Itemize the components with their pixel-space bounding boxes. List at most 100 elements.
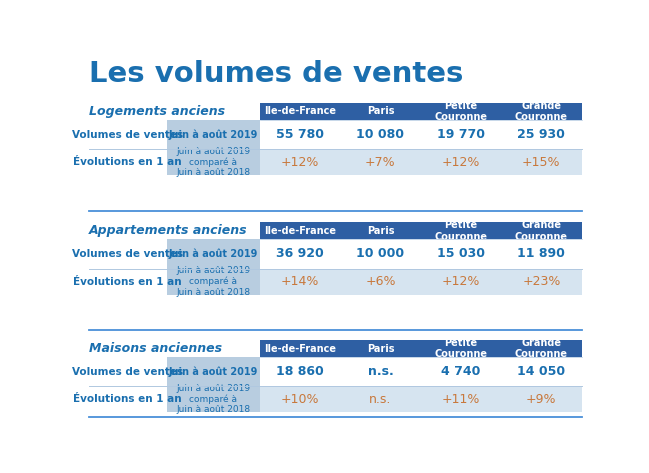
Bar	[260, 103, 340, 120]
Text: n.s.: n.s.	[369, 393, 391, 405]
Text: +10%: +10%	[280, 393, 319, 405]
Text: +7%: +7%	[365, 156, 396, 169]
Bar	[340, 386, 421, 412]
Text: +12%: +12%	[442, 156, 480, 169]
Text: Juin à août 2019: Juin à août 2019	[169, 249, 258, 259]
Text: Volumes de ventes: Volumes de ventes	[72, 367, 183, 377]
Text: Paris: Paris	[367, 343, 394, 354]
Text: Logements anciens: Logements anciens	[89, 105, 225, 118]
Bar	[167, 386, 260, 412]
Bar	[167, 357, 260, 386]
Text: +6%: +6%	[365, 275, 396, 288]
Text: +15%: +15%	[522, 156, 561, 169]
Text: Juin à août 2019
comparé à
Juin à août 2018: Juin à août 2019 comparé à Juin à août 2…	[176, 266, 251, 297]
Bar	[501, 149, 582, 175]
Text: Petite
Couronne: Petite Couronne	[434, 220, 487, 242]
Bar	[421, 269, 501, 295]
Text: 19 770: 19 770	[437, 128, 485, 141]
Bar	[260, 239, 340, 269]
Text: Appartements anciens: Appartements anciens	[89, 224, 247, 237]
Bar	[340, 103, 421, 120]
Bar	[421, 239, 501, 269]
Text: Ile-de-France: Ile-de-France	[264, 343, 336, 354]
Bar	[421, 357, 501, 386]
Bar	[501, 222, 582, 239]
Text: +11%: +11%	[442, 393, 480, 405]
Bar	[260, 120, 340, 149]
Text: Évolutions en 1 an: Évolutions en 1 an	[73, 394, 182, 404]
Text: Volumes de ventes: Volumes de ventes	[72, 249, 183, 259]
Text: 18 860: 18 860	[276, 365, 324, 378]
Bar	[89, 357, 167, 386]
Text: 11 890: 11 890	[517, 247, 565, 260]
Text: Juin à août 2019: Juin à août 2019	[169, 367, 258, 377]
Text: Paris: Paris	[367, 106, 394, 116]
Text: Grande
Couronne: Grande Couronne	[515, 101, 568, 122]
Text: +9%: +9%	[526, 393, 557, 405]
Bar	[89, 386, 167, 412]
Text: 36 920: 36 920	[276, 247, 324, 260]
Bar	[89, 120, 167, 149]
Bar	[167, 149, 260, 175]
Bar	[167, 239, 260, 269]
Bar	[421, 386, 501, 412]
Bar	[260, 340, 340, 357]
Text: Juin à août 2019
comparé à
Juin à août 2018: Juin à août 2019 comparé à Juin à août 2…	[176, 147, 251, 177]
Text: Juin à août 2019: Juin à août 2019	[169, 129, 258, 140]
Text: Petite
Couronne: Petite Couronne	[434, 338, 487, 359]
Bar	[260, 222, 340, 239]
Bar	[501, 120, 582, 149]
Bar	[260, 149, 340, 175]
Bar	[421, 222, 501, 239]
Text: 55 780: 55 780	[276, 128, 324, 141]
Text: n.s.: n.s.	[367, 365, 393, 378]
Bar	[260, 357, 340, 386]
Bar	[421, 120, 501, 149]
Bar	[89, 239, 167, 269]
Bar	[340, 340, 421, 357]
Bar	[501, 239, 582, 269]
Text: 10 000: 10 000	[356, 247, 404, 260]
Text: Juin à août 2019
comparé à
Juin à août 2018: Juin à août 2019 comparé à Juin à août 2…	[176, 384, 251, 414]
Bar	[89, 269, 167, 295]
Text: +23%: +23%	[522, 275, 561, 288]
Text: +12%: +12%	[281, 156, 319, 169]
Bar	[501, 269, 582, 295]
Bar	[501, 386, 582, 412]
Bar	[501, 103, 582, 120]
Bar	[340, 149, 421, 175]
Text: +12%: +12%	[442, 275, 480, 288]
Text: +14%: +14%	[281, 275, 319, 288]
Bar	[167, 269, 260, 295]
Text: Les volumes de ventes: Les volumes de ventes	[89, 61, 463, 88]
Bar	[421, 340, 501, 357]
Bar	[260, 386, 340, 412]
Text: Ile-de-France: Ile-de-France	[264, 226, 336, 236]
Bar	[340, 222, 421, 239]
Text: 25 930: 25 930	[517, 128, 565, 141]
Bar	[340, 120, 421, 149]
Bar	[501, 340, 582, 357]
Bar	[421, 149, 501, 175]
Text: 4 740: 4 740	[441, 365, 480, 378]
Bar	[501, 357, 582, 386]
Text: 10 080: 10 080	[356, 128, 404, 141]
Bar	[340, 239, 421, 269]
Text: Ile-de-France: Ile-de-France	[264, 106, 336, 116]
Text: Grande
Couronne: Grande Couronne	[515, 220, 568, 242]
Text: Grande
Couronne: Grande Couronne	[515, 338, 568, 359]
Text: Petite
Couronne: Petite Couronne	[434, 101, 487, 122]
Text: Maisons anciennes: Maisons anciennes	[89, 342, 222, 355]
Bar	[340, 269, 421, 295]
Text: Évolutions en 1 an: Évolutions en 1 an	[73, 157, 182, 167]
Bar	[260, 269, 340, 295]
Bar	[340, 357, 421, 386]
Text: 14 050: 14 050	[517, 365, 565, 378]
Bar	[167, 120, 260, 149]
Text: Volumes de ventes: Volumes de ventes	[72, 130, 183, 140]
Text: Paris: Paris	[367, 226, 394, 236]
Text: Évolutions en 1 an: Évolutions en 1 an	[73, 277, 182, 287]
Text: 15 030: 15 030	[437, 247, 485, 260]
Bar	[421, 103, 501, 120]
Bar	[89, 149, 167, 175]
